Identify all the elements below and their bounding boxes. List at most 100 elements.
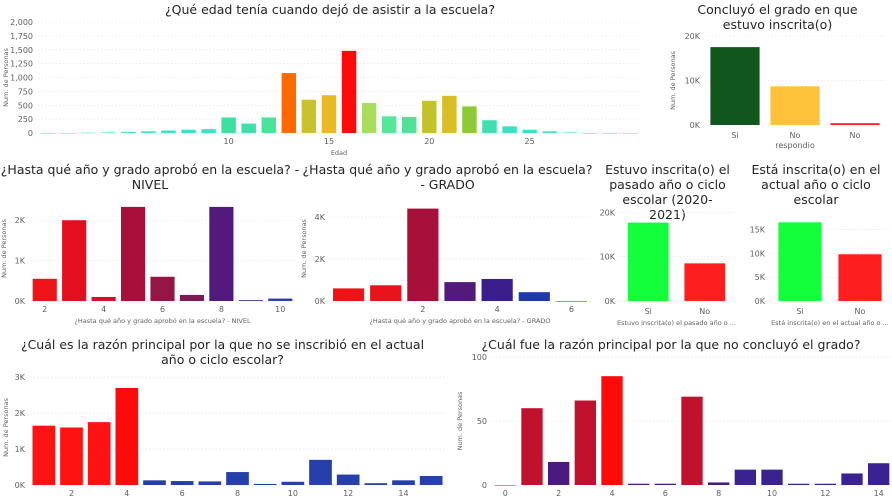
nivel-ytick-label: 1K [15,257,26,266]
nivel-bar[interactable] [150,276,175,301]
edad-bar[interactable] [462,106,477,133]
razon-inscribio-xtick-label: 12 [343,489,353,498]
razon-inscribio-bar[interactable] [336,474,360,485]
razon-inscribio-bar[interactable] [392,480,415,485]
grado-bar[interactable] [555,301,588,302]
edad-bar[interactable] [341,50,357,133]
razon-inscribio-bar[interactable] [419,476,443,485]
razon-concluyo-bar[interactable] [788,483,810,485]
razon-inscribio-xtick-label: 8 [235,489,240,498]
chart-panel-edad: ¿Qué edad tenía cuando dejó de asistir a… [0,0,660,160]
estuvo-category-label: Si [645,307,652,316]
grado-bar[interactable] [518,292,550,301]
chart-svg-concluyo: 0K 10K 20K Si No respondio No Num. de Personas [669,32,885,150]
razon-concluyo-bar[interactable] [814,483,836,485]
nivel-bar[interactable] [209,206,234,301]
nivel-bar[interactable] [62,220,87,301]
razon-inscribio-bar[interactable] [198,481,222,485]
estuvo-bar[interactable] [627,222,669,301]
edad-bar[interactable] [101,132,116,133]
edad-xtick-label: 25 [525,137,535,146]
razon-concluyo-bar[interactable] [628,483,650,485]
nivel-bar[interactable] [268,298,293,301]
razon-concluyo-bar[interactable] [868,463,890,485]
edad-bar[interactable] [522,129,537,133]
razon-inscribio-bar[interactable] [364,483,388,485]
esta-bar[interactable] [778,222,822,301]
concluyo-bar[interactable] [770,86,820,125]
edad-bar[interactable] [381,116,397,133]
concluyo-bar[interactable] [710,47,760,125]
esta-category-label: No [855,307,866,316]
grado-bar[interactable] [481,278,513,301]
razon-inscribio-bar[interactable] [60,427,83,486]
edad-bar[interactable] [181,129,196,133]
edad-bar[interactable] [40,133,56,134]
esta-ytick-label: 10K [750,249,766,258]
razon-concluyo-bar[interactable] [574,400,596,485]
edad-bar[interactable] [622,133,638,134]
edad-bar[interactable] [482,120,497,133]
grado-bar[interactable] [407,208,439,301]
razon-inscribio-bar[interactable] [115,387,139,485]
edad-bar[interactable] [361,103,377,133]
edad-bar[interactable] [422,100,437,133]
razon-concluyo-bar[interactable] [494,485,516,486]
nivel-bar[interactable] [238,300,263,301]
edad-bar[interactable] [402,116,417,133]
nivel-bar[interactable] [179,294,205,301]
concluyo-ytick-label: 20K [685,32,701,41]
razon-concluyo-bar[interactable] [761,469,783,485]
edad-bar[interactable] [442,95,457,133]
concluyo-yaxis-label: Num. de Personas [669,50,677,109]
razon-concluyo-bar[interactable] [841,473,863,485]
edad-bar[interactable] [141,131,156,133]
edad-xaxis-label: Edad [331,149,347,157]
edad-bar[interactable] [221,117,236,133]
edad-bar[interactable] [121,131,136,133]
esta-ytick-label: 0K [755,297,766,306]
razon-inscribio-ytick-label: 1K [15,445,26,454]
edad-bar[interactable] [562,132,577,133]
razon-inscribio-bar[interactable] [309,459,332,485]
edad-bar[interactable] [60,133,76,134]
razon-concluyo-bar[interactable] [681,396,703,485]
esta-bar[interactable] [838,254,882,301]
edad-bar[interactable] [542,131,557,133]
razon-inscribio-bar[interactable] [281,481,305,485]
edad-bar[interactable] [241,123,256,133]
edad-bar[interactable] [602,133,618,134]
razon-concluyo-bar[interactable] [654,483,676,485]
razon-concluyo-bar[interactable] [521,408,543,485]
nivel-bar[interactable] [91,296,116,301]
edad-bar[interactable] [80,132,96,134]
grado-bar[interactable] [332,288,365,301]
edad-bar[interactable] [161,130,176,133]
razon-inscribio-bar[interactable] [253,483,277,485]
edad-bar[interactable] [582,133,598,134]
grado-bar[interactable] [370,285,402,301]
edad-ytick-label: 250 [18,115,33,124]
chart-panel-grado: ¿Hasta qué año y grado aprobó en la escu… [300,160,595,330]
razon-concluyo-bar[interactable] [601,376,623,485]
concluyo-category-label: No [850,131,861,140]
razon-inscribio-bar[interactable] [87,422,111,485]
nivel-bar[interactable] [120,206,146,301]
razon-concluyo-bar[interactable] [734,469,756,485]
edad-bar[interactable] [301,99,317,133]
razon-concluyo-bar[interactable] [548,461,570,485]
grado-bar[interactable] [444,282,476,301]
edad-bar[interactable] [281,73,297,133]
edad-bar[interactable] [261,117,276,133]
edad-bar[interactable] [502,126,517,133]
razon-concluyo-bar[interactable] [708,482,730,485]
razon-inscribio-bar[interactable] [226,472,249,485]
concluyo-bar[interactable] [830,123,880,125]
estuvo-bar[interactable] [684,263,726,301]
razon-inscribio-bar[interactable] [143,480,166,485]
razon-inscribio-bar[interactable] [32,425,56,485]
nivel-bar[interactable] [32,278,57,301]
edad-bar[interactable] [201,129,216,133]
razon-inscribio-bar[interactable] [170,481,194,485]
edad-bar[interactable] [321,95,337,133]
